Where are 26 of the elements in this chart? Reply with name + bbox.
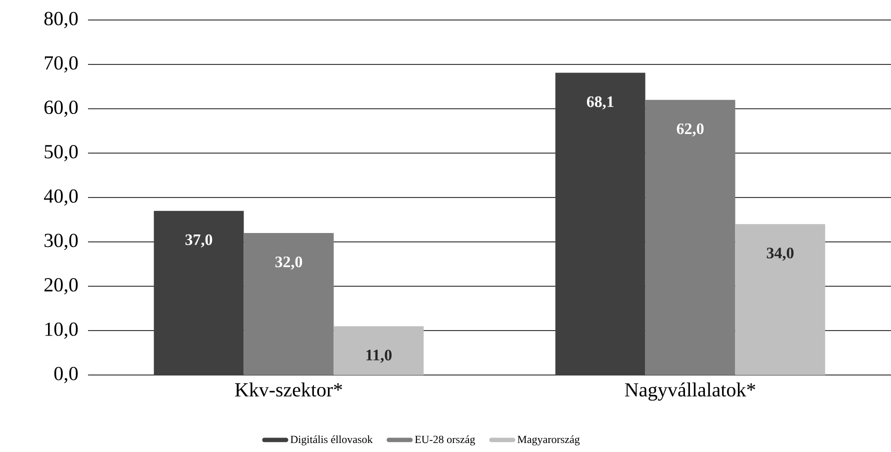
bar (244, 233, 334, 375)
y-tick-label: 0,0 (54, 366, 78, 384)
data-label: 32,0 (275, 256, 302, 270)
y-tick-label: 80,0 (44, 12, 78, 28)
y-tick-label: 20,0 (44, 278, 78, 294)
bar (735, 224, 826, 375)
data-label: 62,0 (676, 123, 704, 136)
bar (555, 72, 646, 375)
y-tick-label: 70,0 (44, 56, 78, 73)
y-tick-label: 50,0 (44, 144, 78, 162)
y-tick-label: 30,0 (44, 234, 78, 250)
bar (154, 210, 244, 375)
bar (334, 326, 424, 375)
data-label: 37,0 (185, 234, 212, 248)
bar (645, 100, 736, 375)
x-tick-label: Kkv-szektor* (235, 382, 342, 397)
y-tick-label: 10,0 (45, 322, 78, 339)
y-tick-label: 60,0 (44, 100, 78, 117)
data-label: 34,0 (766, 248, 794, 261)
legend-label: EU-28 ország (414, 435, 476, 446)
legend-label: Magyarország (518, 435, 580, 446)
data-label: 11,0 (366, 350, 392, 363)
legend-label: Digitális éllovasok (290, 435, 373, 446)
data-label: 68,1 (586, 96, 614, 110)
x-tick-label: Nagyvállalatok* (624, 382, 756, 401)
y-tick-label: 40,0 (44, 189, 78, 206)
